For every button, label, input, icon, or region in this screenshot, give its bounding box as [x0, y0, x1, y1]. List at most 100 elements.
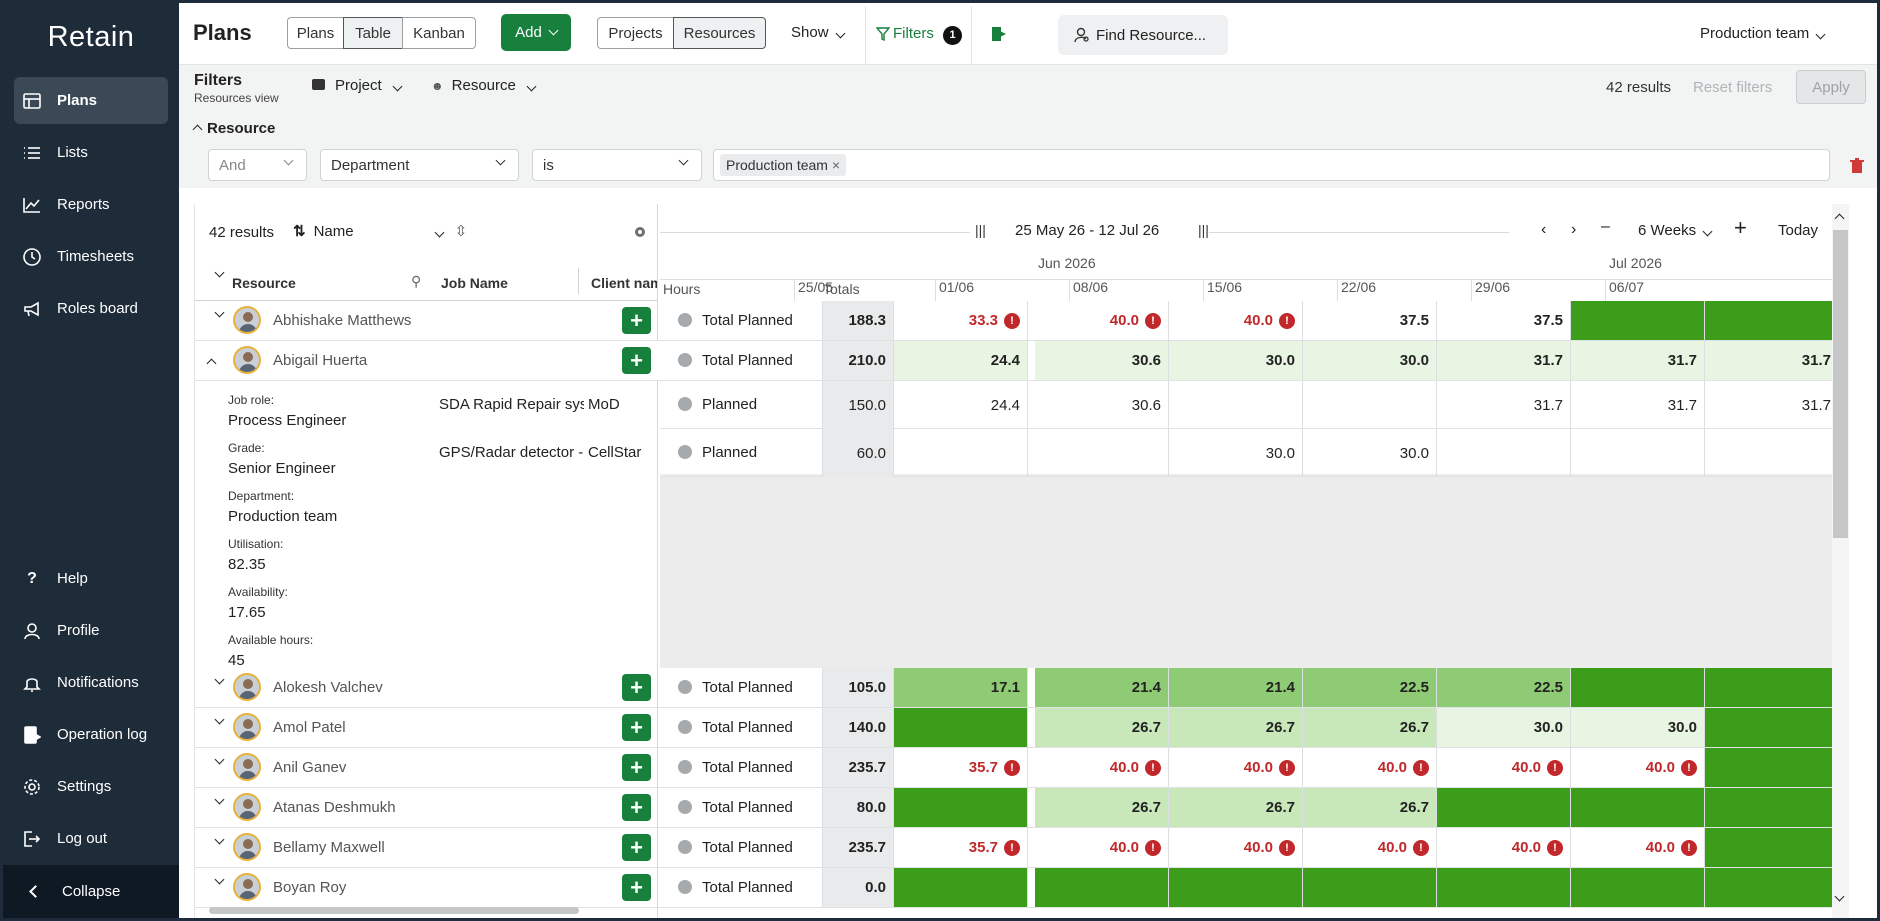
week-cell[interactable]: 33.3!	[894, 301, 1028, 340]
col-client-header[interactable]: Client nam	[591, 275, 657, 291]
job-row[interactable]	[660, 429, 1832, 477]
job-week-cell[interactable]: 30.6	[1035, 381, 1169, 429]
week-cell[interactable]: 22.5	[1303, 668, 1437, 707]
week-cell[interactable]: 26.7	[1169, 788, 1303, 827]
week-cell[interactable]: 26.7	[1303, 708, 1437, 747]
job-week-cell[interactable]	[1705, 429, 1839, 477]
week-cell[interactable]	[1571, 788, 1705, 827]
find-resource-button[interactable]: Find Resource...	[1058, 15, 1228, 55]
expand-row-icon[interactable]	[206, 358, 217, 369]
col-resource-header[interactable]: Resource	[232, 275, 296, 291]
week-cell[interactable]: 31.7	[1705, 341, 1839, 380]
week-cell[interactable]: 40.0!	[1169, 301, 1303, 340]
week-cell[interactable]: 40.0!	[1571, 748, 1705, 787]
table-row[interactable]: Boyan Roy + Total Planned 0.0	[195, 868, 1839, 908]
sidebar-item-operation-log[interactable]: Operation log	[14, 711, 168, 758]
resource-section-toggle[interactable]: Resource	[192, 120, 275, 137]
add-assignment-button[interactable]: +	[622, 714, 651, 741]
vertical-scrollbar[interactable]	[1832, 204, 1849, 918]
trash-icon[interactable]	[1850, 158, 1864, 174]
vertical-scroll-thumb[interactable]	[1833, 230, 1848, 538]
sidebar-item-profile[interactable]: Profile	[14, 607, 168, 654]
job-week-cell[interactable]	[1035, 429, 1169, 477]
week-cell[interactable]: 40.0!	[1437, 828, 1571, 867]
sidebar-item-logout[interactable]: Log out	[14, 815, 168, 862]
resource-name[interactable]: Atanas Deshmukh	[273, 799, 396, 816]
week-cell[interactable]	[1705, 868, 1839, 907]
prev-arrow-icon[interactable]: ‹	[1541, 221, 1547, 238]
sidebar-item-lists[interactable]: Lists	[14, 129, 168, 176]
add-assignment-button[interactable]: +	[622, 674, 651, 701]
job-name[interactable]: SDA Rapid Repair sys	[439, 396, 584, 413]
week-cell[interactable]: 26.7	[1303, 788, 1437, 827]
scroll-up-icon[interactable]	[1834, 213, 1845, 224]
week-cell[interactable]	[894, 868, 1028, 907]
expand-row-icon[interactable]	[214, 794, 225, 805]
sidebar-item-roles-board[interactable]: Roles board	[14, 285, 168, 332]
resource-name[interactable]: Amol Patel	[273, 719, 346, 736]
add-assignment-button[interactable]: +	[622, 307, 651, 334]
resource-filter-dropdown[interactable]: ☻ Resource	[431, 77, 537, 94]
range-handle-left[interactable]: |||	[975, 222, 986, 238]
resource-name[interactable]: Bellamy Maxwell	[273, 839, 385, 856]
settings-gear-icon[interactable]	[632, 224, 648, 240]
conjunction-select[interactable]: And	[208, 149, 307, 181]
next-arrow-icon[interactable]: ›	[1571, 221, 1577, 238]
view-plans-button[interactable]: Plans	[287, 17, 344, 49]
week-cell[interactable]	[894, 708, 1028, 747]
reset-filters-button[interactable]: Reset filters	[1693, 79, 1773, 96]
week-cell[interactable]	[1437, 868, 1571, 907]
sidebar-item-timesheets[interactable]: Timesheets	[14, 233, 168, 280]
week-cell[interactable]: 17.1	[894, 668, 1028, 707]
resource-name[interactable]: Alokesh Valchev	[273, 679, 383, 696]
table-row[interactable]: Abigail Huerta + Total Planned 210.0 24.4 30.…	[195, 341, 1839, 381]
sidebar-item-settings[interactable]: Settings	[14, 763, 168, 810]
zoom-in-icon[interactable]: +	[1734, 215, 1747, 240]
job-week-cell[interactable]	[1571, 429, 1705, 477]
add-assignment-button[interactable]: +	[622, 834, 651, 861]
expand-row-icon[interactable]	[214, 674, 225, 685]
week-cell[interactable]: 26.7	[1035, 788, 1169, 827]
mode-resources-button[interactable]: Resources	[673, 17, 766, 49]
week-cell[interactable]	[1705, 668, 1839, 707]
sidebar-item-plans[interactable]: Plans	[14, 77, 168, 124]
week-cell[interactable]: 40.0!	[1303, 748, 1437, 787]
table-row[interactable]: Alokesh Valchev + Total Planned 105.0 17.1 21…	[195, 668, 1839, 708]
week-cell[interactable]	[1035, 868, 1169, 907]
search-icon[interactable]: ⚲	[411, 273, 422, 289]
field-select[interactable]: Department	[320, 149, 519, 181]
sort-direction-icon[interactable]: ⇳	[454, 223, 468, 240]
week-cell[interactable]	[1705, 708, 1839, 747]
value-input[interactable]: Production team ×	[713, 149, 1830, 181]
table-row[interactable]: Amol Patel + Total Planned 140.0 26.7 26.7 26.…	[195, 708, 1839, 748]
job-week-cell[interactable]	[894, 429, 1028, 477]
resource-name[interactable]: Anil Ganev	[273, 759, 347, 776]
week-cell[interactable]: 31.7	[1571, 341, 1705, 380]
sidebar-item-help[interactable]: ? Help	[14, 555, 168, 602]
horizontal-scroll-thumb[interactable]	[209, 907, 579, 914]
week-cell[interactable]	[1571, 301, 1705, 340]
week-cell[interactable]: 22.5	[1437, 668, 1571, 707]
expand-row-icon[interactable]	[214, 874, 225, 885]
range-handle-right[interactable]: |||	[1198, 222, 1209, 238]
table-row[interactable]: Bellamy Maxwell + Total Planned 235.7 35.7! 4…	[195, 828, 1839, 868]
collapse-all-icon[interactable]	[214, 267, 225, 278]
resource-name[interactable]: Boyan Roy	[273, 879, 347, 896]
job-name[interactable]: GPS/Radar detector -	[439, 444, 584, 461]
week-cell[interactable]: 37.5	[1437, 301, 1571, 340]
table-row[interactable]: Anil Ganev + Total Planned 235.7 35.7! 40.0! 4…	[195, 748, 1839, 788]
sidebar-item-notifications[interactable]: Notifications	[14, 659, 168, 706]
week-cell[interactable]: 26.7	[1169, 708, 1303, 747]
export-icon[interactable]	[991, 26, 1007, 42]
project-filter-dropdown[interactable]: Project	[312, 77, 403, 94]
job-week-cell[interactable]: 31.7	[1437, 381, 1571, 429]
period-select[interactable]: 6 Weeks	[1638, 222, 1713, 239]
week-cell[interactable]: 30.0	[1571, 708, 1705, 747]
week-cell[interactable]: 35.7!	[894, 828, 1028, 867]
resource-name[interactable]: Abhishake Matthews	[273, 312, 412, 329]
week-cell[interactable]: 21.4	[1169, 668, 1303, 707]
job-week-cell[interactable]: 30.0	[1169, 429, 1303, 477]
week-cell[interactable]	[1705, 748, 1839, 787]
week-cell[interactable]: 40.0!	[1035, 828, 1169, 867]
table-row[interactable]: Atanas Deshmukh + Total Planned 80.0 26.7 26.…	[195, 788, 1839, 828]
